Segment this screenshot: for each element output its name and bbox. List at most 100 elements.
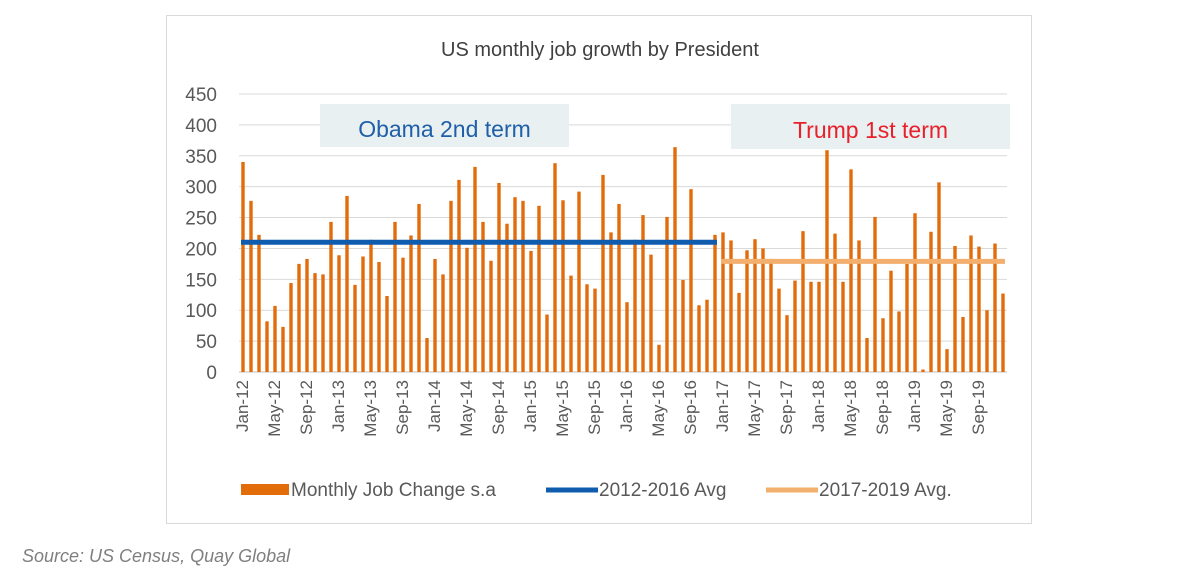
- legend-label: 2012-2016 Avg: [599, 480, 727, 501]
- y-tick-label: 300: [185, 178, 217, 199]
- bar: [889, 270, 893, 372]
- bar: [337, 255, 341, 372]
- bar: [913, 213, 917, 372]
- bar: [969, 235, 973, 372]
- y-tick-label: 250: [185, 209, 217, 230]
- bar: [465, 247, 469, 372]
- legend-label: 2017-2019 Avg.: [819, 480, 952, 501]
- bar: [681, 279, 685, 372]
- bar: [521, 200, 525, 372]
- annotation-label: Trump 1st term: [793, 117, 948, 143]
- x-tick-label: May-19: [937, 380, 956, 437]
- bar: [641, 215, 645, 372]
- bar: [353, 284, 357, 372]
- chart-canvas: US monthly job growth by President 0 50 100…: [185, 39, 1010, 501]
- y-tick-label: 0: [206, 363, 217, 384]
- x-tick-label: Sep-14: [489, 380, 508, 435]
- bar: [753, 239, 757, 372]
- bar: [249, 200, 253, 372]
- y-tick-label: 350: [185, 147, 217, 168]
- x-tick-label: Sep-12: [297, 380, 316, 435]
- bar: [273, 305, 277, 372]
- x-tick-label: May-12: [265, 380, 284, 437]
- x-tick-label: Jan-14: [425, 380, 444, 432]
- bar: [553, 163, 557, 372]
- bar: [745, 250, 749, 372]
- y-tick-label: 200: [185, 239, 217, 260]
- bar: [809, 281, 813, 372]
- bar: [577, 191, 581, 372]
- bar: [833, 233, 837, 372]
- x-tick-label: May-18: [841, 380, 860, 437]
- bar: [433, 258, 437, 372]
- bar: [777, 288, 781, 372]
- bar: [793, 280, 797, 372]
- bar: [561, 200, 565, 372]
- x-tick-label: Jan-18: [809, 380, 828, 432]
- bar: [393, 221, 397, 372]
- bar: [897, 311, 901, 372]
- bar: [657, 344, 661, 372]
- x-tick-label: Jan-15: [521, 380, 540, 432]
- bar: [665, 216, 669, 372]
- x-tick-label: Jan-13: [329, 380, 348, 432]
- bar: [257, 234, 261, 372]
- bar: [865, 338, 869, 372]
- bar: [617, 203, 621, 372]
- bar: [625, 302, 629, 372]
- bar: [481, 221, 485, 372]
- x-tick-label: Jan-17: [713, 380, 732, 432]
- bar: [873, 216, 877, 372]
- bar: [377, 262, 381, 372]
- x-tick-label: Sep-18: [873, 380, 892, 435]
- bar: [705, 299, 709, 372]
- x-tick-label: May-13: [361, 380, 380, 437]
- x-tick-label: Sep-19: [969, 380, 988, 435]
- bar: [801, 231, 805, 372]
- bar: [729, 240, 733, 372]
- chart-title: US monthly job growth by President: [441, 39, 759, 61]
- x-tick-label: Sep-13: [393, 380, 412, 435]
- bar: [497, 182, 501, 372]
- bar: [385, 296, 389, 372]
- bar: [329, 221, 333, 372]
- bar: [649, 254, 653, 372]
- x-tick-label: May-17: [745, 380, 764, 437]
- x-tick-label: Sep-16: [681, 380, 700, 435]
- annotation-box: [731, 104, 1010, 149]
- bar: [785, 315, 789, 372]
- bar: [697, 305, 701, 372]
- bar: [929, 231, 933, 372]
- bar: [1001, 293, 1005, 372]
- bar: [721, 232, 725, 372]
- bar: [537, 205, 541, 372]
- bar: [425, 338, 429, 372]
- bar: [401, 257, 405, 372]
- bar: [241, 161, 245, 372]
- x-tick-label: Sep-17: [777, 380, 796, 435]
- bar: [713, 234, 717, 372]
- bar: [281, 326, 285, 372]
- bar: [473, 166, 477, 372]
- y-tick-label: 450: [185, 85, 217, 106]
- chart-frame: US monthly job growth by President 0 50 100…: [166, 15, 1032, 524]
- bar: [513, 197, 517, 372]
- bar: [345, 195, 349, 372]
- bar: [297, 263, 301, 372]
- bar: [881, 318, 885, 372]
- bar: [457, 179, 461, 372]
- bar: [961, 317, 965, 372]
- bar: [945, 349, 949, 372]
- bar: [857, 240, 861, 372]
- bar: [817, 281, 821, 372]
- bar: [449, 200, 453, 372]
- bar: [737, 292, 741, 372]
- bar: [313, 273, 317, 372]
- bar: [633, 239, 637, 372]
- bar: [569, 275, 573, 372]
- bar: [985, 310, 989, 372]
- x-tick-label: Jan-16: [617, 380, 636, 432]
- legend-swatch: [241, 484, 289, 495]
- bar: [417, 203, 421, 372]
- bar: [761, 248, 765, 372]
